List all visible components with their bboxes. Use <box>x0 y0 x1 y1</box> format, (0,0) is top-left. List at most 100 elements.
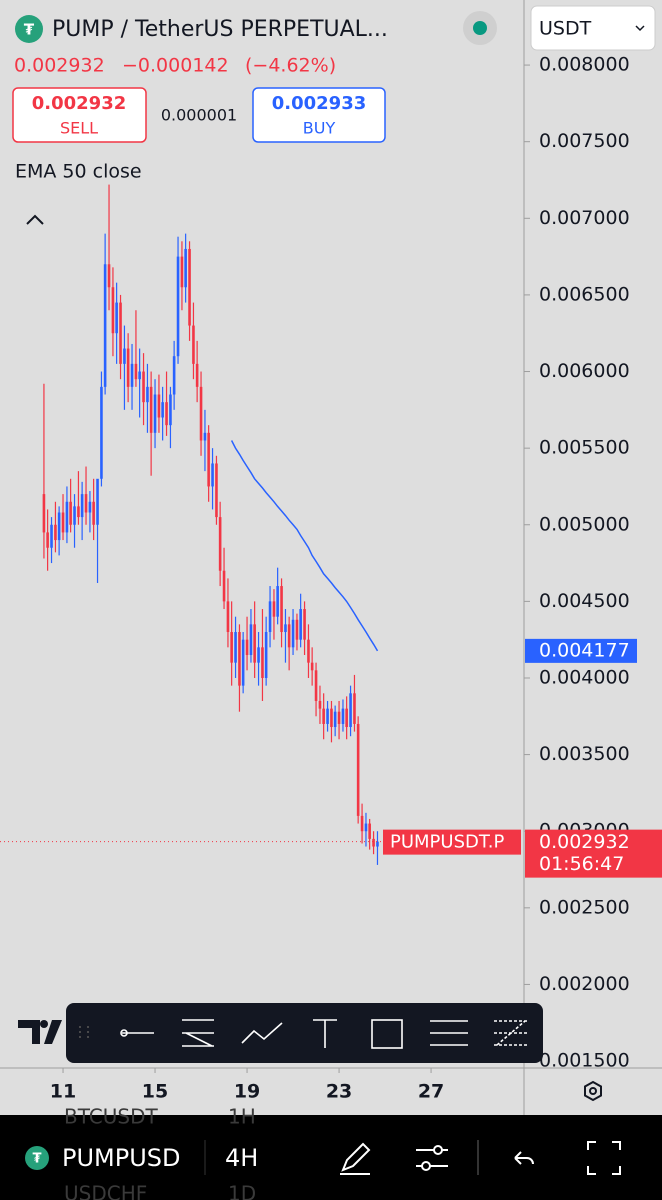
collapse-button[interactable] <box>26 214 44 225</box>
candle-body <box>111 287 115 334</box>
candle-body <box>257 647 260 663</box>
candle-body <box>80 494 84 518</box>
y-tick-label: 0.005500 <box>539 437 630 459</box>
candle-body <box>337 711 341 724</box>
candle-body <box>195 363 199 387</box>
candle-body <box>123 348 126 364</box>
candle-body <box>100 386 103 479</box>
candle-body <box>180 256 184 288</box>
candle-body <box>245 639 249 656</box>
countdown-label: 01:56:47 <box>539 853 624 875</box>
symbol-tag <box>383 829 521 855</box>
ghost-interval: 1H <box>228 1105 256 1129</box>
indicator-label: EMA 50 close <box>15 161 142 183</box>
candle-body <box>307 639 310 663</box>
ema-line <box>230 440 379 652</box>
y-tick-label: 0.006500 <box>539 283 630 305</box>
bottom-bar <box>0 1115 662 1200</box>
candle-body <box>349 693 352 728</box>
tool-channel[interactable] <box>430 1020 468 1046</box>
candle-body <box>57 512 61 541</box>
drawing-toolbar <box>66 1003 543 1063</box>
candle-body <box>126 348 130 387</box>
candle-body <box>291 619 295 648</box>
candle-body <box>42 494 46 533</box>
ghost-interval: 1D <box>228 1182 256 1200</box>
candle-body <box>184 248 187 288</box>
undo-button[interactable] <box>514 1151 534 1165</box>
candle-body <box>134 363 138 380</box>
draw-button[interactable] <box>340 1142 371 1175</box>
candle-body <box>65 501 69 533</box>
candle-body <box>264 632 268 678</box>
candle-body <box>119 302 122 364</box>
last-price-label: 0.002932 <box>539 831 630 853</box>
settings-dot <box>589 1087 597 1095</box>
currency-label: USDT <box>539 18 592 40</box>
ghost-symbol: BTCUSDT <box>64 1105 158 1129</box>
candle-body <box>303 609 306 640</box>
candle-body <box>165 402 168 426</box>
candle-body <box>188 248 191 326</box>
candle-body <box>372 838 375 847</box>
y-tick-label: 0.002000 <box>539 973 630 995</box>
tool-text[interactable] <box>313 1019 337 1048</box>
last-price: 0.002932 <box>14 55 105 77</box>
candle-body <box>249 624 253 656</box>
candle-body <box>218 517 222 571</box>
candle-body <box>310 662 314 671</box>
candle-body <box>314 670 318 701</box>
dropdown-arrow <box>635 25 645 32</box>
currency-dropdown[interactable] <box>530 5 656 51</box>
y-tick-label: 0.008000 <box>539 54 630 76</box>
y-tick-label: 0.006000 <box>539 360 630 382</box>
x-tick-label: 15 <box>142 1081 168 1103</box>
coin-logo-glyph: ₮ <box>24 21 35 39</box>
candle-body <box>176 256 180 357</box>
fullscreen-button[interactable] <box>587 1141 621 1175</box>
tv-logo <box>18 1020 62 1044</box>
tool-projection[interactable] <box>494 1020 528 1046</box>
tool-rect[interactable] <box>371 1019 403 1049</box>
buy-button[interactable] <box>252 87 386 143</box>
y-tick-label: 0.004500 <box>539 590 630 612</box>
y-tick-label: 0.007500 <box>539 130 630 152</box>
candle-body <box>238 632 241 686</box>
tool-path[interactable] <box>241 1022 283 1044</box>
y-tick-label: 0.004000 <box>539 666 630 688</box>
candle-body <box>46 532 49 548</box>
candle-body <box>149 386 153 433</box>
sell-button[interactable] <box>12 87 147 143</box>
settings-button[interactable] <box>584 1080 602 1102</box>
x-tick-label: 11 <box>50 1081 76 1103</box>
bottom-symbol[interactable]: PUMPUSD <box>62 1144 181 1172</box>
candle-body <box>203 432 207 441</box>
candle-body <box>356 723 360 816</box>
bottom-interval[interactable]: 4H <box>225 1144 258 1172</box>
candle-body <box>268 601 272 633</box>
ema-price-tag <box>525 638 637 663</box>
candle-body <box>69 501 72 525</box>
bottom-icons <box>340 1140 621 1175</box>
candle-body <box>261 647 264 678</box>
price-change: −0.000142 <box>122 55 229 77</box>
symbol-title[interactable]: PUMP / TetherUS PERPETUAL... <box>52 17 388 42</box>
candle-body <box>299 609 302 640</box>
candle-body <box>54 524 57 541</box>
tool-fib[interactable] <box>182 1019 214 1047</box>
candle-body <box>107 264 111 288</box>
candle-body <box>234 632 237 663</box>
plot: 0.008000 0.007500 0.007000 0.006500 0.006000… <box>0 54 662 1103</box>
spread: 0.000001 <box>161 106 237 125</box>
candle-body <box>230 632 233 663</box>
candle-body <box>130 363 134 387</box>
candle-body <box>199 386 203 441</box>
candle-body <box>211 463 214 487</box>
candle-body <box>318 700 322 709</box>
buy-price: 0.002933 <box>272 93 367 114</box>
drag-handle[interactable] <box>79 1026 89 1040</box>
candle-body <box>138 371 141 380</box>
candle-body <box>280 586 283 633</box>
